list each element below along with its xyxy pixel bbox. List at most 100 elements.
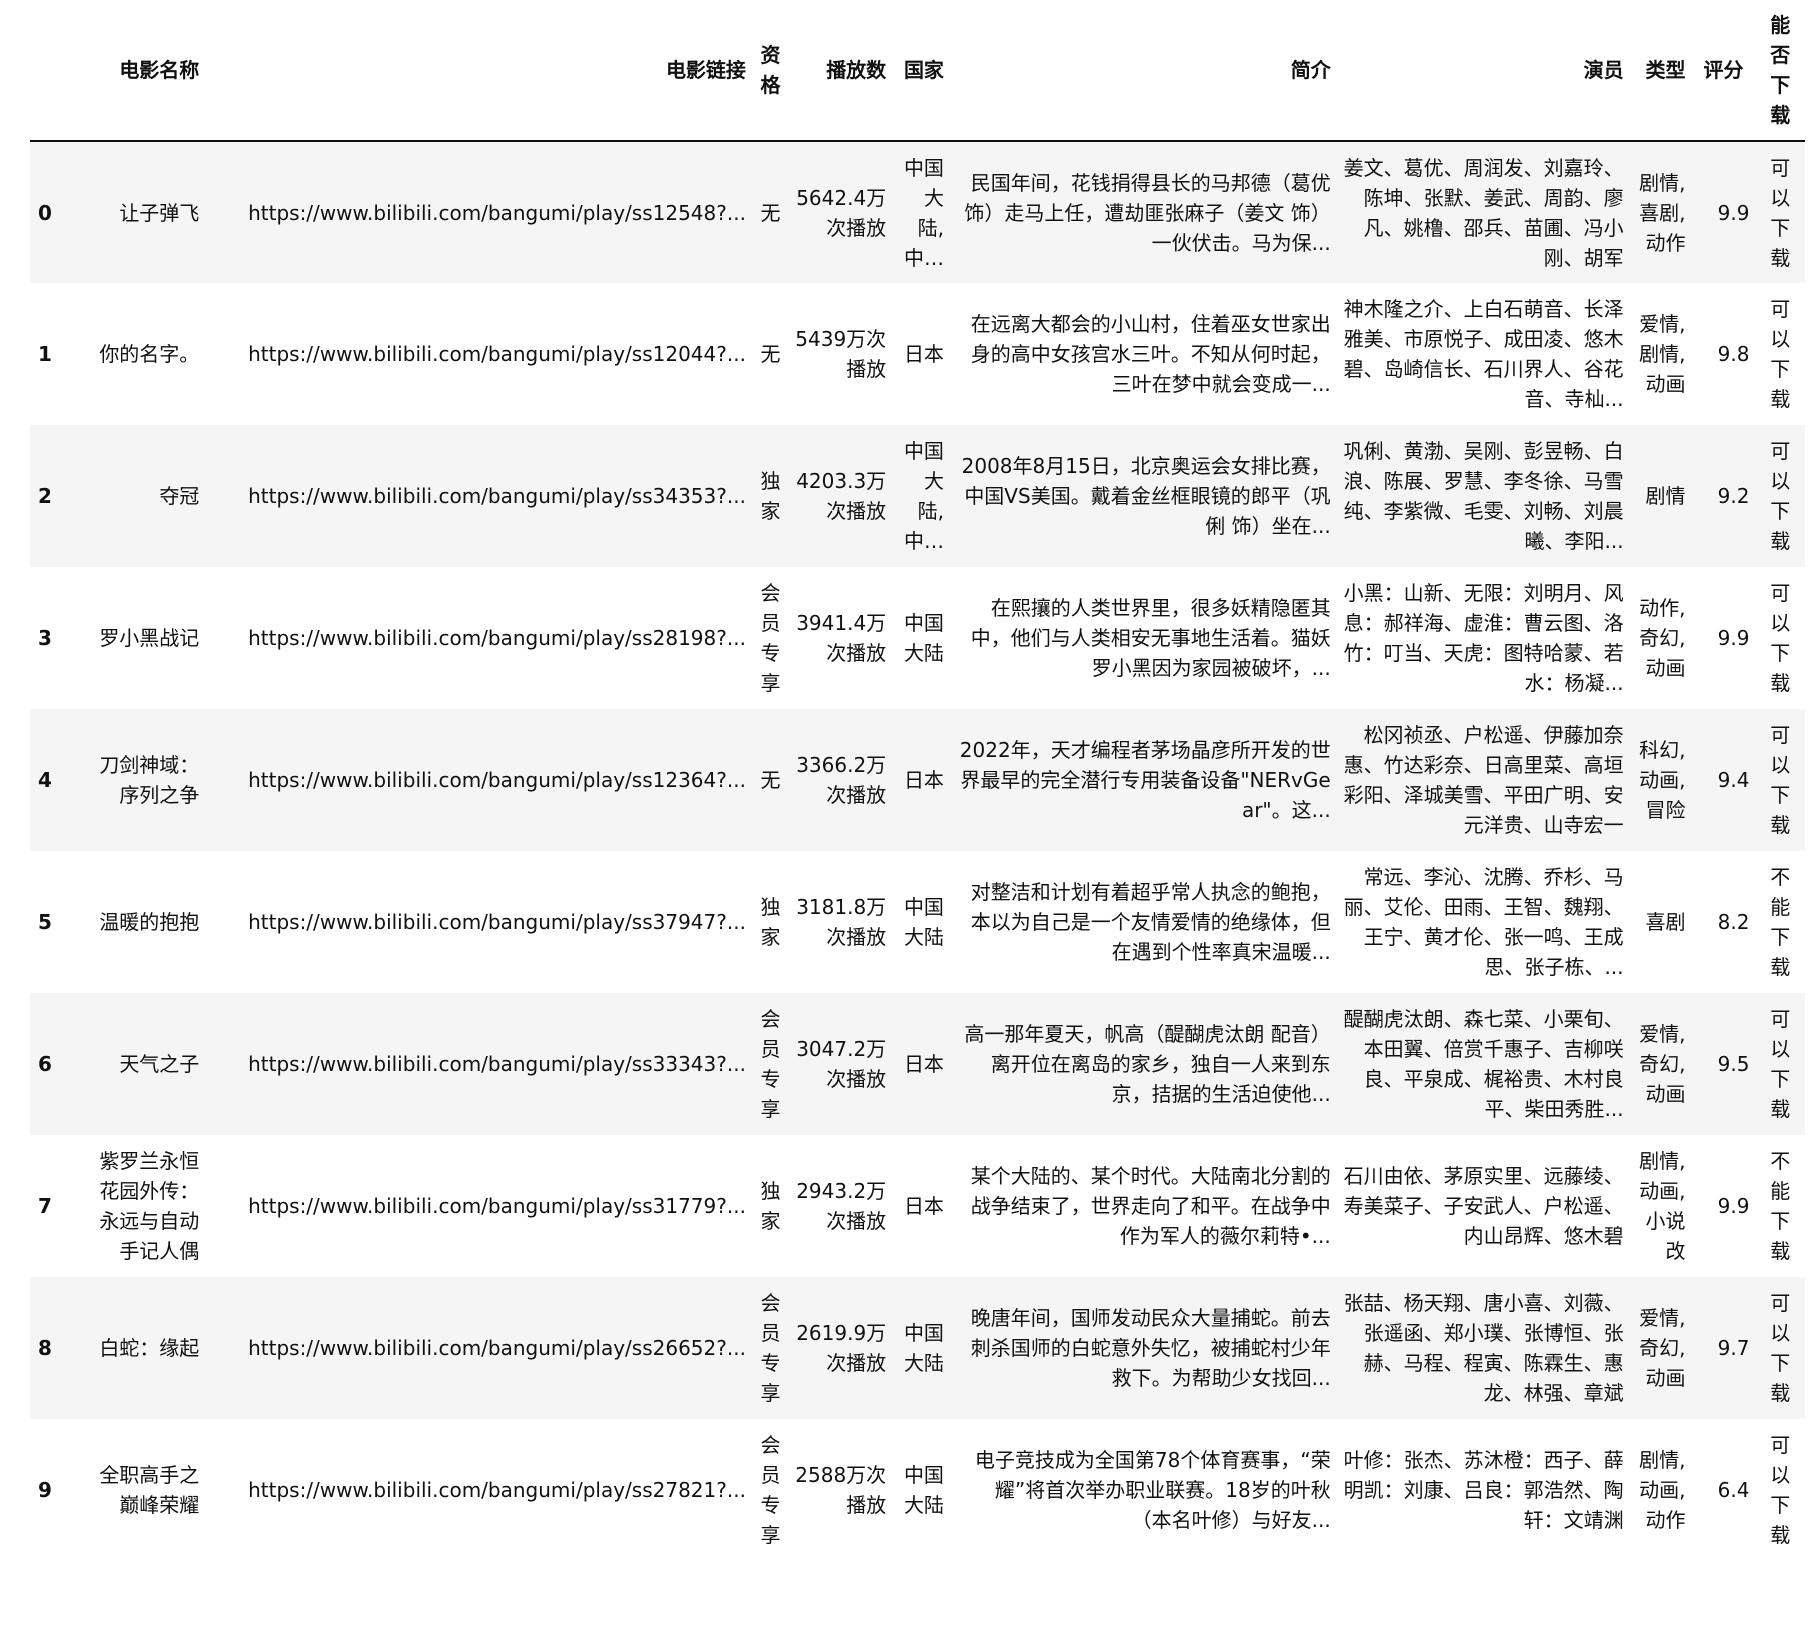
cell-text-actors: 醍醐虎汰朗、森七菜、小栗旬、本田翼、倍赏千惠子、吉柳咲良、平泉成、梶裕贵、木村良… [1343, 1007, 1624, 1121]
cell-actors: 巩俐、黄渤、吴刚、彭昱畅、白浪、陈展、罗慧、李冬徐、马雪纯、李紫微、毛雯、刘畅、… [1337, 425, 1630, 567]
cell-play-count: 3047.2万次播放 [789, 993, 892, 1135]
cell-country: 中国大陆 [892, 851, 950, 993]
cell-download-status: 可以下载 [1755, 567, 1805, 709]
cell-synopsis: 2022年，天才编程者茅场晶彦所开发的世界最早的完全潜行专用装备设备"NERvG… [950, 709, 1337, 851]
cell-text-movie-link: https://www.bilibili.com/bangumi/play/ss… [248, 1478, 746, 1502]
cell-qualification: 无 [752, 283, 789, 425]
cell-movie-link: https://www.bilibili.com/bangumi/play/ss… [205, 1419, 752, 1561]
cell-movie-name: 罗小黑战记 [82, 567, 206, 709]
cell-text-row-index: 1 [38, 342, 52, 366]
cell-actors: 小黑：山新、无限：刘明月、风息：郝祥海、虚淮：曹云图、洛竹：叮当、天虎：图特哈蒙… [1337, 567, 1630, 709]
cell-score: 9.4 [1691, 709, 1755, 851]
cell-text-synopsis: 在远离大都会的小山村，住着巫女世家出身的高中女孩宫水三叶。不知从何时起，三叶在梦… [970, 312, 1331, 396]
cell-play-count: 5642.4万次播放 [789, 141, 892, 283]
cell-text-download-status: 可以下载 [1770, 155, 1791, 270]
cell-text-movie-link: https://www.bilibili.com/bangumi/play/ss… [248, 626, 746, 650]
cell-download-status: 可以下载 [1755, 993, 1805, 1135]
cell-text-synopsis: 2008年8月15日，北京奥运会女排比赛，中国VS美国。戴着金丝框眼镜的郎平（巩… [961, 454, 1331, 538]
cell-download-status: 可以下载 [1755, 283, 1805, 425]
cell-text-play-count: 3941.4万次播放 [796, 611, 887, 665]
cell-synopsis: 对整洁和计划有着超乎常人执念的鲍抱，本以为自己是一个友情爱情的绝缘体，但在遇到个… [950, 851, 1337, 993]
cell-qualification: 会员专享 [752, 1419, 789, 1561]
cell-text-play-count: 2943.2万次播放 [796, 1179, 887, 1233]
column-header-actors: 演员 [1583, 58, 1624, 82]
cell-text-actors: 常远、李沁、沈腾、乔杉、马丽、艾伦、田雨、王智、魏翔、王宁、黄才伦、张一鸣、王成… [1343, 865, 1624, 979]
cell-genre: 动作, 奇幻, 动画 [1630, 567, 1692, 709]
cell-score: 9.8 [1691, 283, 1755, 425]
cell-text-qualification: 会员专享 [760, 1433, 781, 1547]
cell-text-genre: 剧情, 动画, 动作 [1639, 1448, 1686, 1532]
cell-text-play-count: 3047.2万次播放 [796, 1037, 887, 1091]
table-row: 0 让子弹飞 https://www.bilibili.com/bangumi/pl… [30, 141, 1805, 283]
cell-score: 8.2 [1691, 851, 1755, 993]
cell-text-movie-link: https://www.bilibili.com/bangumi/play/ss… [248, 342, 746, 366]
cell-synopsis: 电子竞技成为全国第78个体育赛事，“荣耀”将首次举办职业联赛。18岁的叶秋（本名… [950, 1419, 1337, 1561]
cell-text-actors: 石川由依、茅原实里、远藤绫、寿美菜子、子安武人、户松遥、内山昂辉、悠木碧 [1343, 1164, 1624, 1248]
column-header-play-count: 播放数 [826, 58, 887, 82]
cell-text-download-status: 可以下载 [1770, 297, 1791, 411]
cell-text-genre: 爱情, 奇幻, 动画 [1639, 1022, 1686, 1106]
cell-row-index: 2 [30, 425, 82, 567]
cell-text-qualification: 无 [760, 342, 781, 366]
cell-text-play-count: 4203.3万次播放 [796, 469, 887, 523]
cell-text-qualification: 独家 [760, 895, 781, 949]
cell-text-movie-name: 夺冠 [159, 484, 200, 508]
cell-text-score: 9.9 [1717, 1194, 1750, 1218]
cell-genre: 爱情, 奇幻, 动画 [1630, 1277, 1692, 1419]
cell-text-play-count: 3366.2万次播放 [796, 753, 887, 807]
cell-genre: 剧情, 动画, 小说改 [1630, 1135, 1692, 1277]
cell-synopsis: 高一那年夏天，帆高（醍醐虎汰朗 配音）离开位在离岛的家乡，独自一人来到东京，拮据… [950, 993, 1337, 1135]
cell-country: 日本 [892, 1135, 950, 1277]
cell-text-movie-name: 白蛇：缘起 [99, 1336, 200, 1360]
cell-row-index: 1 [30, 283, 82, 425]
cell-text-download-status: 可以下载 [1770, 581, 1791, 695]
cell-text-row-index: 0 [38, 200, 52, 225]
cell-text-synopsis: 在熙攘的人类世界里，很多妖精隐匿其中，他们与人类相安无事地生活着。猫妖罗小黑因为… [970, 596, 1331, 680]
cell-text-movie-name: 刀剑神域：序列之争 [99, 753, 200, 807]
column-header-genre: 类型 [1645, 58, 1686, 82]
cell-text-actors: 神木隆之介、上白石萌音、长泽雅美、市原悦子、成田凌、悠木碧、岛崎信长、石川界人、… [1343, 297, 1624, 411]
cell-text-country: 中国大陆 [903, 1321, 944, 1375]
cell-qualification: 会员专享 [752, 1277, 789, 1419]
movie-table: 电影名称 电影链接 资格 播放数 国家 简介 演员 类型 评分 能否下载 0 让子弹飞 https:/… [30, 0, 1805, 1561]
cell-row-index: 0 [30, 141, 82, 283]
cell-genre: 剧情, 喜剧, 动作 [1630, 141, 1692, 283]
cell-text-movie-name: 紫罗兰永恒花园外传：永远与自动手记人偶 [99, 1149, 200, 1263]
cell-country: 中国大陆, 中国香港 [892, 141, 950, 283]
cell-qualification: 会员专享 [752, 993, 789, 1135]
cell-country: 中国大陆 [892, 1419, 950, 1561]
cell-text-qualification: 独家 [760, 469, 781, 523]
table-row: 8 白蛇：缘起 https://www.bilibili.com/bangumi/p… [30, 1277, 1805, 1419]
cell-text-movie-link: https://www.bilibili.com/bangumi/play/ss… [248, 910, 746, 934]
cell-text-score: 6.4 [1717, 1478, 1750, 1502]
cell-score: 9.9 [1691, 567, 1755, 709]
cell-text-play-count: 3181.8万次播放 [796, 895, 887, 949]
cell-play-count: 3366.2万次播放 [789, 709, 892, 851]
cell-score: 9.5 [1691, 993, 1755, 1135]
cell-play-count: 2588万次播放 [789, 1419, 892, 1561]
cell-text-actors: 小黑：山新、无限：刘明月、风息：郝祥海、虚淮：曹云图、洛竹：叮当、天虎：图特哈蒙… [1343, 581, 1624, 695]
table-row: 6 天气之子 https://www.bilibili.com/bangumi/pl… [30, 993, 1805, 1135]
cell-text-download-status: 可以下载 [1770, 439, 1791, 553]
cell-text-score: 9.9 [1717, 626, 1750, 650]
cell-movie-link: https://www.bilibili.com/bangumi/play/ss… [205, 141, 752, 283]
table-row: 7 紫罗兰永恒花园外传：永远与自动手记人偶 https://www.bilibili… [30, 1135, 1805, 1277]
table-row: 1 你的名字。 https://www.bilibili.com/bangumi/p… [30, 283, 1805, 425]
cell-synopsis: 民国年间，花钱捐得县长的马邦德（葛优 饰）走马上任，遭劫匪张麻子（姜文 饰）一伙… [950, 141, 1337, 283]
table-header: 电影名称 电影链接 资格 播放数 国家 简介 演员 类型 评分 能否下载 [30, 0, 1805, 141]
cell-text-genre: 剧情, 喜剧, 动作 [1639, 170, 1686, 255]
cell-text-qualification: 会员专享 [760, 1007, 781, 1121]
cell-movie-name: 刀剑神域：序列之争 [82, 709, 206, 851]
cell-actors: 常远、李沁、沈腾、乔杉、马丽、艾伦、田雨、王智、魏翔、王宁、黄才伦、张一鸣、王成… [1337, 851, 1630, 993]
cell-text-movie-link: https://www.bilibili.com/bangumi/play/ss… [248, 1194, 746, 1218]
cell-download-status: 可以下载 [1755, 1419, 1805, 1561]
cell-qualification: 独家 [752, 425, 789, 567]
cell-actors: 张喆、杨天翔、唐小喜、刘薇、张遥函、郑小璞、张博恒、张赫、马程、程寅、陈霖生、惠… [1337, 1277, 1630, 1419]
cell-synopsis: 2008年8月15日，北京奥运会女排比赛，中国VS美国。戴着金丝框眼镜的郎平（巩… [950, 425, 1337, 567]
cell-text-score: 9.2 [1717, 484, 1750, 508]
cell-qualification: 会员专享 [752, 567, 789, 709]
cell-qualification: 独家 [752, 851, 789, 993]
cell-text-country: 中国大陆, 中国香港 [903, 439, 944, 553]
cell-text-actors: 叶修：张杰、苏沐橙：西子、薛明凯：刘康、吕良：郭浩然、陶轩：文靖渊 [1343, 1448, 1624, 1532]
cell-play-count: 2619.9万次播放 [789, 1277, 892, 1419]
